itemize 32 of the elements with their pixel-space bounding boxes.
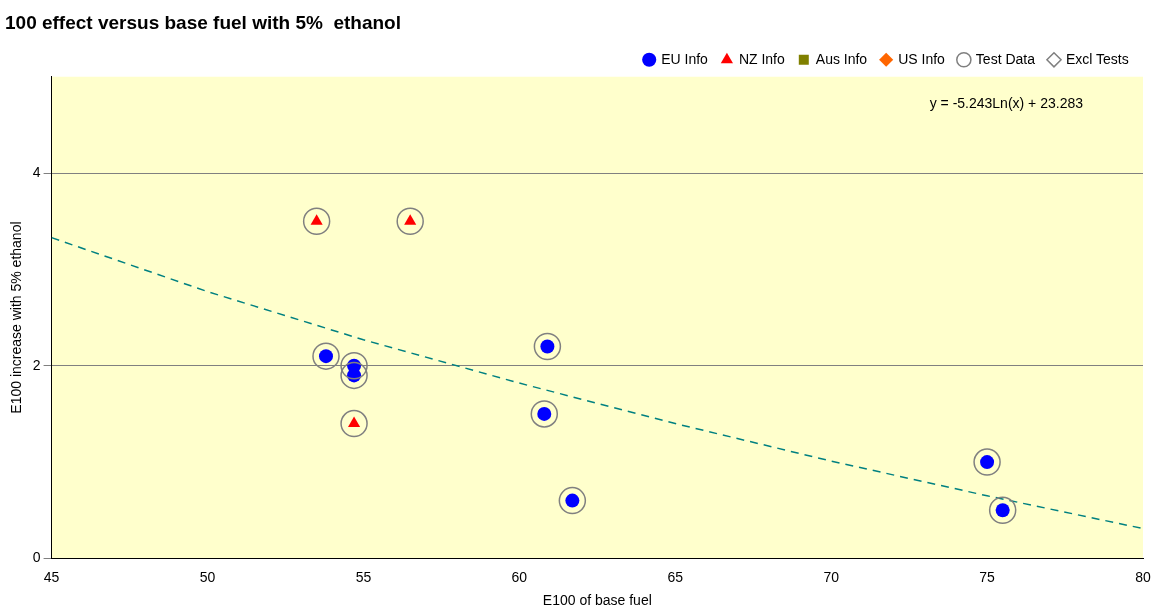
x-axis-title: E100 of base fuel (542, 592, 652, 609)
point (530, 400, 559, 428)
legend-label: NZ Info (738, 50, 786, 67)
point (340, 352, 368, 380)
y-axis-title: E100 increase with 5% ethanol (8, 221, 25, 414)
y-tick-label: 0 (32, 549, 41, 566)
point (340, 361, 368, 390)
legend-label: Test Data (975, 50, 1036, 67)
x-tick-label: 75 (979, 568, 996, 585)
point (973, 448, 1001, 476)
x-tick-label: 65 (667, 568, 684, 585)
chart-title: 100 effect versus base fuel with 5% ethanol (5, 11, 401, 33)
x-tick-label: 80 (1135, 568, 1151, 585)
point (340, 409, 368, 438)
y-tick-label: 2 (32, 356, 41, 373)
y-tick-label: 4 (32, 163, 41, 180)
x-tick-label: 50 (199, 568, 216, 585)
point (533, 332, 562, 361)
point (558, 486, 587, 515)
legend-label: EU Info (661, 50, 709, 67)
x-tick-label: 60 (511, 568, 528, 585)
point (396, 207, 424, 236)
legend-label: US Info (898, 50, 946, 67)
x-tick-label: 45 (43, 568, 60, 585)
legend-label: Excl Tests (1065, 50, 1129, 67)
point (312, 342, 340, 370)
legend-label: Aus Info (815, 50, 868, 67)
x-tick-label: 55 (355, 568, 372, 585)
point (988, 496, 1017, 524)
x-tick-label: 70 (823, 568, 840, 585)
point (302, 207, 331, 236)
annotation: y = -5.243Ln(x) + 23.283 (929, 94, 1084, 111)
